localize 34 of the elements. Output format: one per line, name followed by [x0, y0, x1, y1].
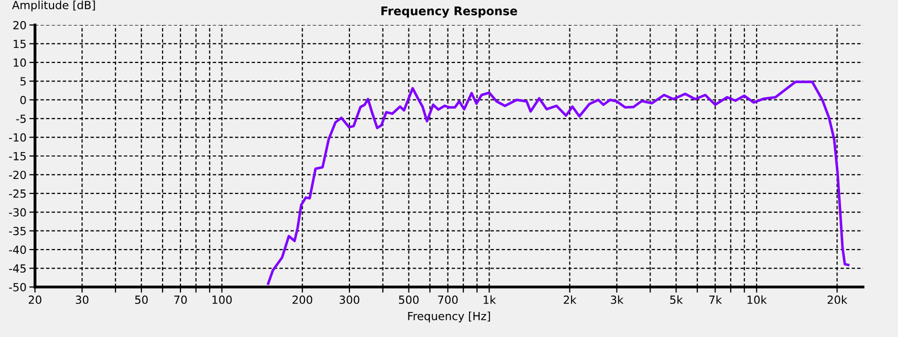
y-tick-label: -30 [9, 208, 26, 217]
y-tick-label: -50 [9, 282, 26, 292]
x-tick-label: 3k [610, 295, 624, 304]
x-tick-label: 2k [564, 295, 576, 304]
y-tick-label: -20 [9, 170, 26, 180]
x-tick-label: 5k [670, 295, 683, 304]
x-tick-label: 50 [135, 296, 148, 304]
y-axis-title: Amplitude [dB] [12, 0, 95, 12]
x-axis-title: Frequency [Hz] [408, 312, 490, 322]
x-tick-label: 10k [748, 295, 767, 304]
x-tick-label: 20k [828, 295, 848, 304]
x-tick-label: 500 [399, 296, 419, 304]
y-tick-label: -15 [9, 152, 26, 160]
x-tick-label: 300 [340, 296, 360, 304]
y-tick-label: -35 [9, 226, 26, 236]
y-tick-label: 20 [13, 20, 26, 30]
x-tick-label: 700 [438, 296, 458, 304]
y-tick-label: 10 [14, 58, 26, 67]
y-tick-label: -45 [9, 264, 26, 273]
y-tick-label: 0 [20, 96, 26, 104]
y-tick-label: -5 [16, 114, 26, 123]
x-tick-label: 100 [212, 296, 232, 304]
x-tick-label: 200 [292, 296, 312, 304]
y-tick-label: -40 [9, 246, 26, 254]
x-tick-label: 30 [76, 296, 88, 304]
x-tick-label: 7k [709, 295, 722, 304]
x-tick-label: 20 [28, 296, 42, 304]
y-tick-label: -25 [9, 189, 26, 198]
y-tick-label: 5 [20, 77, 26, 86]
y-tick-label: 15 [14, 40, 26, 48]
x-tick-label: 1k [484, 295, 496, 304]
chart-title: Frequency Response [381, 6, 518, 18]
y-tick-label: -10 [9, 133, 26, 142]
x-tick-label: 70 [174, 296, 187, 304]
